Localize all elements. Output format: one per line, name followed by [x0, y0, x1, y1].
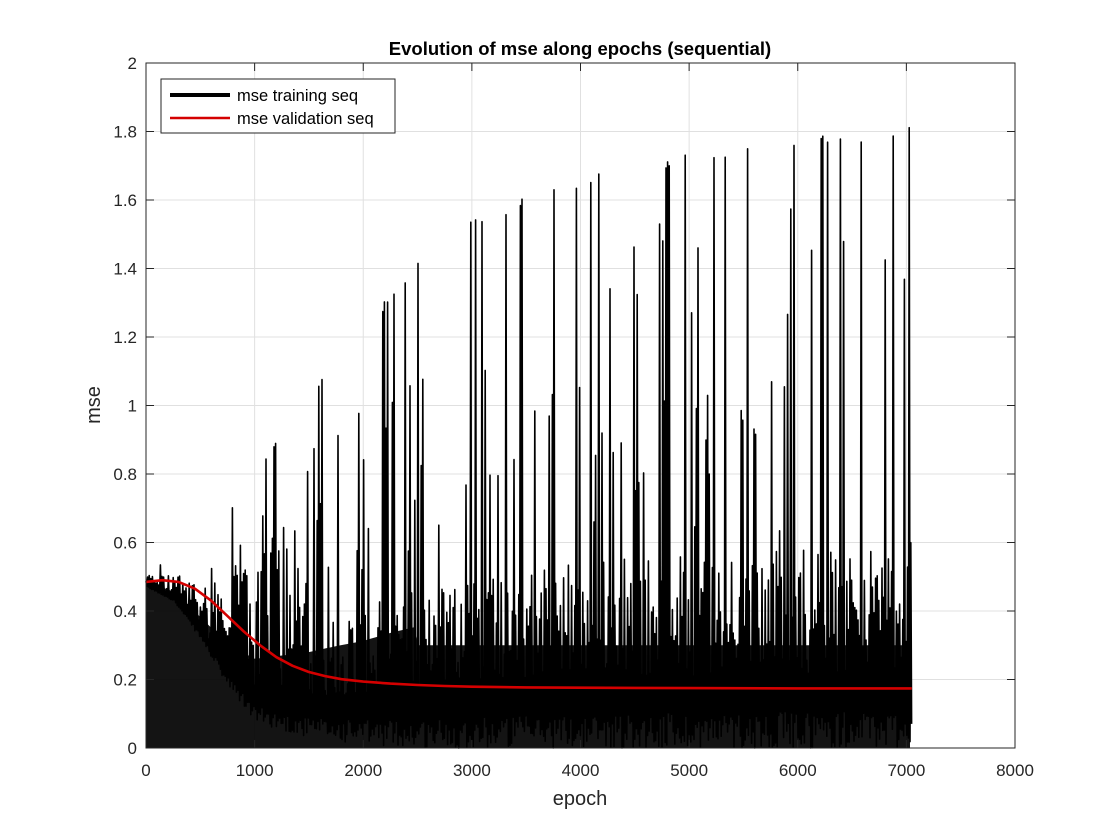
legend-box — [160, 78, 396, 134]
x-tick-label: 5000 — [670, 761, 708, 780]
y-tick-label: 0.2 — [113, 671, 137, 690]
legend-label-training: mse training seq — [237, 87, 358, 105]
chart-title: Evolution of mse along epochs (sequentia… — [389, 38, 771, 59]
x-tick-label: 1000 — [236, 761, 274, 780]
legend-label-validation: mse validation seq — [237, 110, 374, 128]
validation-series-line — [145, 578, 912, 690]
x-tick-label: 4000 — [562, 761, 600, 780]
training-series-dense-band — [146, 581, 910, 748]
validation-series — [145, 578, 912, 690]
training-series — [145, 126, 913, 749]
y-tick-label: 1 — [128, 397, 137, 416]
x-tick-label: 7000 — [887, 761, 925, 780]
y-tick-label: 1.2 — [113, 328, 137, 347]
legend: mse training seq mse validation seq — [160, 78, 396, 134]
x-tick-label: 8000 — [996, 761, 1034, 780]
y-tick-label: 0.8 — [113, 465, 137, 484]
y-axis-label: mse — [83, 386, 105, 424]
x-axis-label: epoch — [553, 788, 608, 810]
y-tick-label: 0.4 — [113, 602, 137, 621]
x-tick-label: 0 — [141, 761, 150, 780]
axis-ticks: 0 1000 2000 3000 4000 5000 6000 7000 8000 0 0.2 0.4… — [113, 54, 1034, 780]
x-tick-label: 2000 — [344, 761, 382, 780]
x-tick-label: 6000 — [779, 761, 817, 780]
x-tick-label: 3000 — [453, 761, 491, 780]
y-tick-label: 1.4 — [113, 260, 137, 279]
y-tick-label: 0 — [128, 739, 137, 758]
y-tick-label: 2 — [128, 54, 137, 73]
y-tick-label: 1.8 — [113, 123, 137, 142]
y-tick-label: 0.6 — [113, 534, 137, 553]
y-tick-label: 1.6 — [113, 191, 137, 210]
